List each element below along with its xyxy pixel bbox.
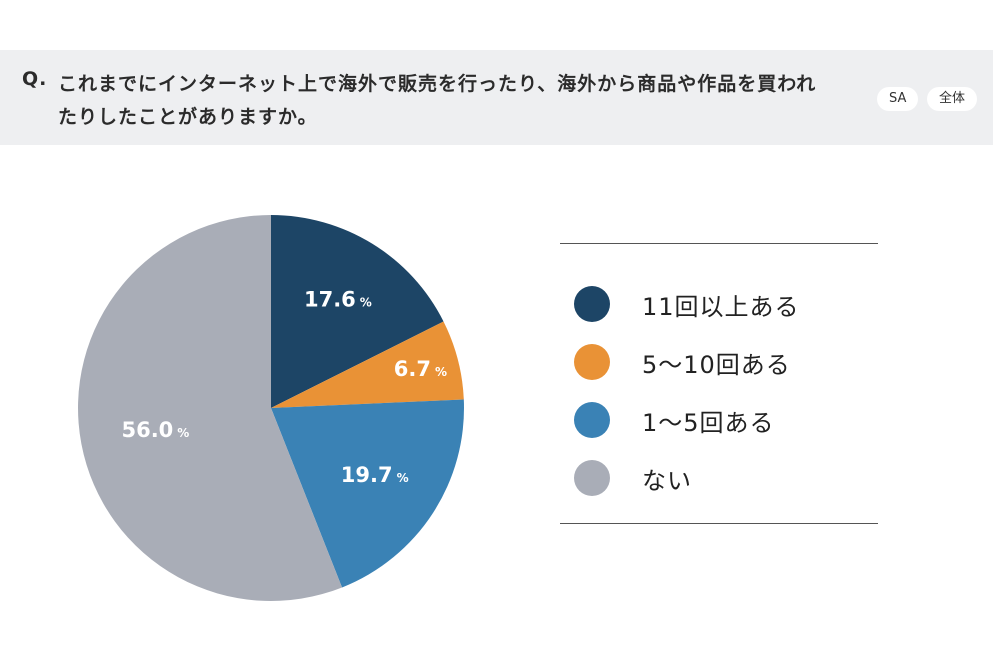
slice-value-label: 56.0%	[121, 418, 189, 442]
pie-labels: 17.6 % 6.7 % 19.7 % 56.0%	[121, 288, 447, 488]
question-prefix: Q.	[22, 68, 48, 90]
legend-bottom-rule	[560, 523, 878, 524]
slice-value-label: 6.7%	[394, 357, 447, 381]
legend-label: 11回以上ある	[642, 292, 800, 321]
legend-swatch	[574, 402, 610, 438]
legend-item: ない	[574, 449, 874, 507]
tag-respondent-group: 全体	[927, 87, 978, 111]
question-band: Q. これまでにインターネット上で海外で販売を行ったり、海外から商品や作品を買わ…	[0, 50, 993, 145]
legend-item: 1〜5回ある	[574, 391, 874, 449]
pie-slice	[271, 321, 464, 408]
slice-value-label: 19.7%	[341, 463, 409, 487]
legend-swatch	[574, 344, 610, 380]
legend-swatch	[574, 286, 610, 322]
pie-slice	[271, 215, 444, 408]
pie-slices	[78, 215, 464, 601]
legend-swatch	[574, 460, 610, 496]
legend-label: ない	[642, 466, 692, 495]
tag-answer-type: SA	[877, 87, 919, 111]
legend-label: 5〜10回ある	[642, 350, 791, 379]
pie-slice	[78, 215, 343, 601]
pie-slice	[271, 399, 464, 588]
legend-item: 5〜10回ある	[574, 333, 874, 391]
legend-top-rule	[560, 243, 878, 244]
question-text: これまでにインターネット上で海外で販売を行ったり、海外から商品や作品を買われたり…	[58, 73, 817, 128]
legend-label: 1〜5回ある	[642, 408, 775, 437]
legend-item: 11回以上ある	[574, 275, 874, 333]
legend: 11回以上ある 5〜10回ある 1〜5回ある ない	[574, 275, 874, 507]
slice-value-label: 17.6%	[304, 288, 372, 312]
